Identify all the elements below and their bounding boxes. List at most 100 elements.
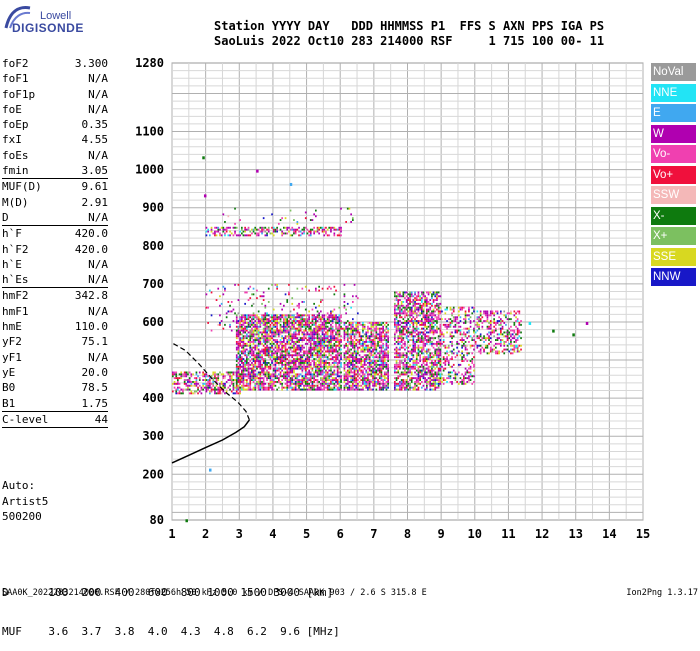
echo-point	[403, 354, 405, 356]
echo-point	[403, 373, 405, 375]
echo-point	[260, 354, 262, 356]
echo-point	[434, 373, 436, 375]
echo-point	[302, 345, 304, 347]
echo-point	[268, 335, 270, 337]
echo-point	[411, 366, 413, 368]
echo-point	[275, 335, 277, 337]
echo-point	[266, 373, 268, 375]
echo-point	[399, 314, 401, 316]
echo-point	[251, 370, 253, 372]
echo-point	[241, 320, 243, 322]
echo-point	[344, 358, 346, 360]
echo-point	[335, 290, 337, 292]
echo-point	[355, 339, 357, 341]
echo-point	[396, 352, 398, 354]
echo-point	[194, 385, 196, 387]
echo-point	[394, 366, 396, 368]
echo-point	[473, 332, 475, 334]
echo-point	[401, 362, 403, 364]
echo-point	[297, 223, 299, 225]
echo-point	[418, 311, 420, 313]
echo-point	[434, 311, 436, 313]
echo-point	[436, 349, 438, 351]
echo-point	[254, 375, 256, 377]
echo-point	[350, 213, 352, 215]
echo-point	[217, 227, 219, 229]
echo-point	[337, 379, 339, 381]
echo-point	[384, 387, 386, 389]
echo-point	[382, 366, 384, 368]
echo-point	[404, 360, 406, 362]
echo-point	[270, 320, 272, 322]
echo-point	[266, 352, 268, 354]
echo-point	[298, 385, 300, 387]
echo-point	[219, 234, 221, 236]
echo-point	[498, 343, 500, 345]
echo-point	[239, 219, 241, 221]
echo-point	[458, 330, 460, 332]
echo-point	[419, 299, 421, 301]
echo-point	[253, 326, 255, 328]
echo-point	[490, 341, 492, 343]
echo-point	[328, 347, 330, 349]
echo-point	[244, 366, 246, 368]
echo-point	[404, 368, 406, 370]
echo-point	[434, 299, 436, 301]
echo-point	[384, 360, 386, 362]
echo-point	[371, 345, 373, 347]
echo-point	[413, 312, 415, 314]
echo-point	[470, 372, 472, 374]
echo-point	[293, 389, 295, 391]
echo-point	[243, 381, 245, 383]
echo-point	[460, 377, 462, 379]
echo-point	[302, 233, 304, 235]
echo-point	[313, 335, 315, 337]
echo-point	[429, 309, 431, 311]
echo-point	[275, 314, 277, 316]
echo-point	[214, 372, 216, 374]
echo-point	[223, 385, 225, 387]
echo-point	[362, 356, 364, 358]
echo-point	[418, 322, 420, 324]
echo-point	[209, 391, 211, 393]
echo-point	[458, 364, 460, 366]
echo-point	[381, 366, 383, 368]
echo-point	[387, 368, 389, 370]
echo-point	[441, 343, 443, 345]
echo-point	[419, 379, 421, 381]
echo-point	[260, 358, 262, 360]
echo-point	[182, 375, 184, 377]
echo-point	[421, 311, 423, 313]
echo-point	[401, 301, 403, 303]
echo-point	[461, 360, 463, 362]
echo-point	[347, 351, 349, 353]
echo-point	[313, 324, 315, 326]
echo-point	[332, 347, 334, 349]
echo-point	[517, 318, 519, 320]
echo-point	[372, 383, 374, 385]
echo-point	[374, 352, 376, 354]
echo-point	[278, 322, 280, 324]
echo-point	[251, 352, 253, 354]
echo-point	[371, 360, 373, 362]
echo-point	[322, 231, 324, 233]
echo-point	[286, 229, 288, 231]
echo-point	[323, 322, 325, 324]
echo-point	[244, 328, 246, 330]
echo-point	[355, 360, 357, 362]
echo-point	[466, 354, 468, 356]
echo-point	[288, 333, 290, 335]
echo-point	[354, 358, 356, 360]
echo-point	[379, 333, 381, 335]
echo-point	[305, 368, 307, 370]
echo-point	[214, 387, 216, 389]
echo-point	[320, 368, 322, 370]
echo-point	[328, 343, 330, 345]
echo-point	[334, 345, 336, 347]
echo-point	[416, 358, 418, 360]
echo-point	[239, 379, 241, 381]
echo-point	[256, 387, 258, 389]
echo-point	[386, 343, 388, 345]
echo-point	[308, 370, 310, 372]
echo-point	[352, 343, 354, 345]
